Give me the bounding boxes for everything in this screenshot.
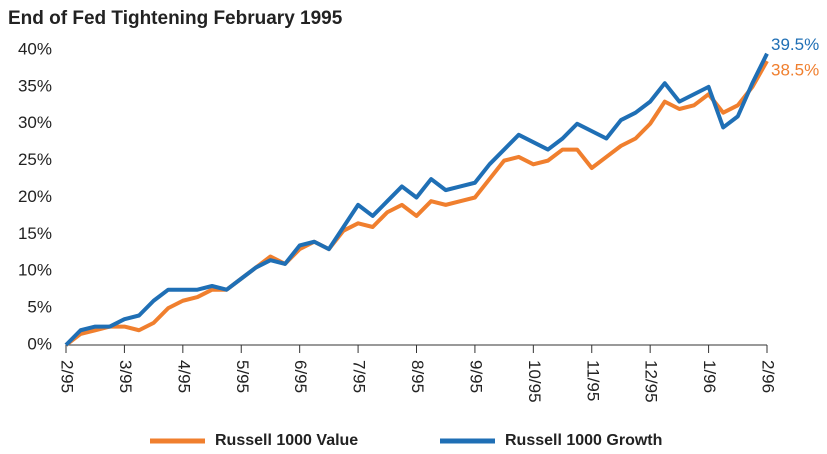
legend-text: Russell 1000 Value [215,432,358,449]
y-tick-label: 35% [18,76,52,95]
y-tick-label: 20% [18,187,52,206]
y-tick-label: 5% [27,298,52,317]
series-line [64,60,769,347]
chart-title: End of Fed Tightening February 1995 [8,8,343,29]
y-tick-label: 30% [18,113,52,132]
y-tick-label: 0% [27,334,52,353]
y-tick-label: 40% [18,39,52,58]
y-tick-label: 15% [18,224,52,243]
x-tick-label: 12/95 [642,360,661,403]
y-tick-label: 10% [18,261,52,280]
x-tick-label: 4/95 [174,360,193,393]
x-tick-label: 11/95 [583,360,602,401]
x-tick-label: 1/96 [700,360,719,393]
x-tick-label: 2/96 [759,360,778,393]
end-label: 39.5% [771,35,819,54]
x-tick-label: 2/95 [58,360,77,393]
end-label: 38.5% [771,61,819,80]
x-tick-label: 6/95 [291,360,310,393]
legend-text: Russell 1000 Growth [505,432,662,449]
x-tick-label: 10/95 [525,360,544,403]
x-tick-label: 8/95 [408,360,427,393]
x-tick-label: 7/95 [350,360,369,393]
y-tick-label: 25% [18,150,52,169]
x-tick-label: 5/95 [233,360,252,393]
x-tick-label: 9/95 [466,360,485,393]
series-line [64,52,769,347]
x-tick-label: 3/95 [116,360,135,393]
